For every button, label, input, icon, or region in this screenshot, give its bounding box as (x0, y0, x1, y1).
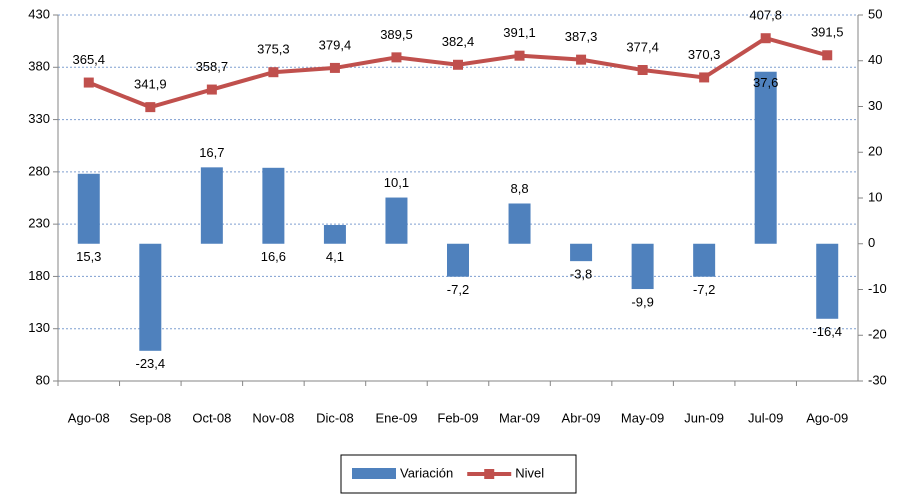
marker (699, 72, 710, 83)
y2-tick-label: 0 (868, 235, 875, 250)
y2-tick-label: 50 (868, 6, 882, 21)
marker (576, 54, 587, 65)
data-label: 389,5 (380, 27, 413, 42)
data-label: 407,8 (749, 8, 782, 23)
data-label: 341,9 (134, 77, 167, 92)
x-tick-label: Jul-09 (748, 410, 783, 425)
legend-label: Nivel (515, 465, 544, 480)
data-label: 391,5 (811, 25, 844, 40)
x-tick-label: Sep-08 (129, 410, 171, 425)
x-tick-label: May-09 (621, 410, 664, 425)
legend-label: Variación (400, 465, 453, 480)
y2-tick-label: 40 (868, 52, 882, 67)
bar (508, 203, 531, 244)
marker (514, 50, 525, 61)
y-tick-label: 230 (28, 216, 50, 231)
x-tick-label: Ago-09 (806, 410, 848, 425)
data-label: 37,6 (753, 75, 778, 90)
bar (323, 224, 346, 244)
data-label: 377,4 (626, 39, 659, 54)
y2-tick-label: -20 (868, 327, 887, 342)
legend: Variación Nivel (340, 454, 577, 494)
data-label: 16,7 (199, 145, 224, 160)
data-label: 365,4 (72, 52, 105, 67)
data-label: 387,3 (565, 29, 598, 44)
bar (385, 197, 408, 244)
x-tick-label: Oct-08 (192, 410, 231, 425)
data-label: 4,1 (326, 249, 344, 264)
bar (570, 243, 593, 262)
x-tick-label: Feb-09 (437, 410, 478, 425)
data-label: 8,8 (510, 181, 528, 196)
data-label: 375,3 (257, 42, 290, 57)
y2-tick-label: 30 (868, 98, 882, 113)
x-tick-label: Abr-09 (562, 410, 601, 425)
bar (693, 243, 716, 277)
x-tick-label: Ene-09 (376, 410, 418, 425)
bar (754, 71, 777, 244)
data-label: 358,7 (196, 59, 229, 74)
x-tick-label: Jun-09 (684, 410, 724, 425)
marker (83, 77, 94, 88)
y-tick-label: 430 (28, 6, 50, 21)
data-label: -16,4 (812, 324, 842, 339)
y2-tick-label: -30 (868, 372, 887, 387)
marker (453, 59, 463, 70)
data-label: 391,1 (503, 25, 536, 40)
x-tick-label: Mar-09 (499, 410, 540, 425)
marker (145, 102, 156, 113)
bar (262, 167, 285, 244)
data-label: -3,8 (570, 267, 592, 282)
y-tick-label: 330 (28, 111, 50, 126)
bar (139, 243, 162, 351)
y-tick-label: 380 (28, 59, 50, 74)
y-tick-label: 280 (28, 163, 50, 178)
y2-tick-label: 10 (868, 189, 882, 204)
y-tick-label: 80 (36, 372, 50, 387)
data-label: 16,6 (261, 249, 286, 264)
data-label: -7,2 (693, 282, 715, 297)
y-tick-label: 180 (28, 268, 50, 283)
marker (760, 33, 771, 44)
bar (200, 167, 223, 244)
bar (816, 243, 839, 319)
y2-tick-label: -10 (868, 281, 887, 296)
data-label: 370,3 (688, 47, 721, 62)
y2-tick-label: 20 (868, 144, 882, 159)
x-tick-label: Ago-08 (68, 410, 110, 425)
bar (631, 243, 654, 290)
data-label: 10,1 (384, 175, 409, 190)
legend-swatch (352, 468, 396, 479)
bar (77, 173, 100, 244)
data-label: 379,4 (319, 37, 352, 52)
x-tick-label: Nov-08 (252, 410, 294, 425)
data-label: -9,9 (631, 294, 653, 309)
data-label: 15,3 (76, 249, 101, 264)
marker (206, 84, 217, 95)
marker (637, 65, 648, 76)
data-label: 382,4 (442, 34, 475, 49)
y-tick-label: 130 (28, 320, 50, 335)
bar (447, 243, 469, 277)
legend-marker (484, 469, 495, 479)
marker (268, 67, 279, 78)
marker (822, 50, 833, 61)
marker (391, 52, 402, 63)
marker (329, 62, 340, 73)
data-label: -23,4 (135, 356, 165, 371)
data-label: -7,2 (447, 282, 469, 297)
x-tick-label: Dic-08 (316, 410, 354, 425)
